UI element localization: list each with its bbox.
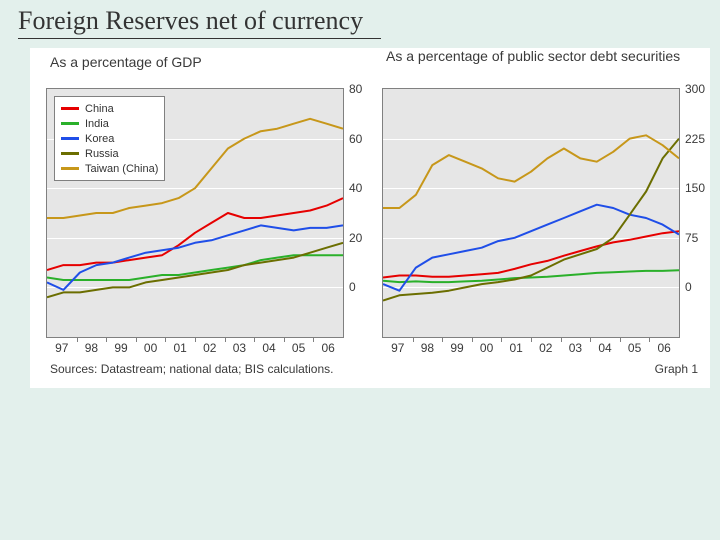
series-line	[47, 198, 343, 270]
x-tick-label: 00	[144, 341, 157, 355]
x-tick-mark	[442, 337, 443, 342]
x-tick-mark	[77, 337, 78, 342]
x-tick-label: 05	[292, 341, 305, 355]
x-tick-label: 03	[233, 341, 246, 355]
legend-item: Taiwan (China)	[61, 161, 158, 176]
x-tick-mark	[313, 337, 314, 342]
right-subtitle: As a percentage of public sector debt se…	[386, 48, 706, 64]
x-tick-mark	[165, 337, 166, 342]
legend-label: Taiwan (China)	[85, 163, 158, 175]
x-tick-label: 99	[114, 341, 127, 355]
x-tick-mark	[531, 337, 532, 342]
x-tick-mark	[284, 337, 285, 342]
y-tick-label: 60	[349, 132, 362, 146]
page-title: Foreign Reserves net of currency	[18, 6, 381, 39]
legend: China India Korea Russia Taiwan (China)	[54, 96, 165, 181]
legend-item: Korea	[61, 131, 158, 146]
legend-swatch	[61, 167, 79, 170]
y-tick-label: 75	[685, 231, 698, 245]
x-tick-mark	[472, 337, 473, 342]
legend-swatch	[61, 122, 79, 125]
legend-item: India	[61, 116, 158, 131]
y-tick-label: 300	[685, 82, 705, 96]
y-tick-label: 80	[349, 82, 362, 96]
x-tick-label: 01	[510, 341, 523, 355]
x-tick-label: 04	[598, 341, 611, 355]
y-tick-label: 225	[685, 132, 705, 146]
x-tick-label: 03	[569, 341, 582, 355]
left-subtitle: As a percentage of GDP	[50, 54, 202, 70]
legend-label: Korea	[85, 133, 114, 145]
x-tick-mark	[561, 337, 562, 342]
sources-text: Sources: Datastream; national data; BIS …	[50, 362, 333, 376]
legend-label: India	[85, 118, 109, 130]
x-tick-label: 00	[480, 341, 493, 355]
x-tick-mark	[501, 337, 502, 342]
x-tick-mark	[620, 337, 621, 342]
legend-label: China	[85, 103, 114, 115]
x-tick-label: 04	[262, 341, 275, 355]
series-line	[383, 135, 679, 208]
y-tick-label: 0	[349, 280, 356, 294]
legend-swatch	[61, 137, 79, 140]
legend-item: China	[61, 101, 158, 116]
x-tick-label: 97	[55, 341, 68, 355]
x-tick-mark	[590, 337, 591, 342]
y-tick-label: 0	[685, 280, 692, 294]
y-tick-label: 20	[349, 231, 362, 245]
x-tick-label: 97	[391, 341, 404, 355]
legend-label: Russia	[85, 148, 119, 160]
x-tick-label: 05	[628, 341, 641, 355]
x-tick-label: 02	[203, 341, 216, 355]
x-tick-mark	[195, 337, 196, 342]
x-tick-mark	[413, 337, 414, 342]
x-tick-label: 98	[421, 341, 434, 355]
x-tick-mark	[136, 337, 137, 342]
right-chart-panel: 07515022530097989900010203040506	[382, 88, 680, 338]
x-tick-label: 06	[658, 341, 671, 355]
x-tick-label: 06	[322, 341, 335, 355]
chart-lines	[383, 89, 679, 337]
x-tick-mark	[649, 337, 650, 342]
x-tick-mark	[106, 337, 107, 342]
x-tick-label: 98	[85, 341, 98, 355]
series-line	[47, 243, 343, 297]
y-tick-label: 150	[685, 181, 705, 195]
x-tick-mark	[225, 337, 226, 342]
legend-swatch	[61, 107, 79, 110]
x-tick-mark	[254, 337, 255, 342]
legend-swatch	[61, 152, 79, 155]
y-tick-label: 40	[349, 181, 362, 195]
legend-item: Russia	[61, 146, 158, 161]
figure-area: As a percentage of GDP As a percentage o…	[30, 48, 710, 388]
graph-label: Graph 1	[655, 362, 698, 376]
x-tick-label: 02	[539, 341, 552, 355]
x-tick-label: 01	[174, 341, 187, 355]
x-tick-label: 99	[450, 341, 463, 355]
